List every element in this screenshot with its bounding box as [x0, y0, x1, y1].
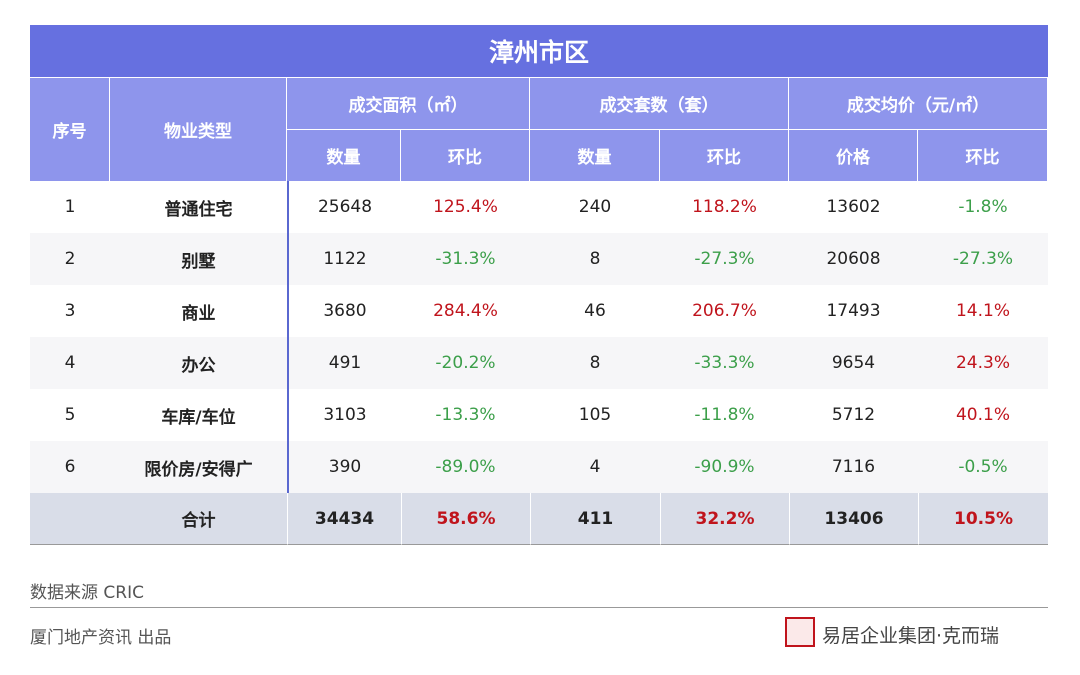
total-cell: 58.6% [401, 493, 530, 545]
table-cell: 普通住宅 [110, 181, 287, 233]
table-cell: 206.7% [660, 285, 789, 337]
table-cell: 125.4% [401, 181, 530, 233]
table-cell: 6 [30, 441, 110, 493]
total-cell: 34434 [287, 493, 401, 545]
table: 漳州市区 序号 物业类型 成交面积（㎡） 成交套数（套） 成交均价（元/㎡） 数量 环比 数量… [30, 25, 1048, 545]
table-cell: 3103 [287, 389, 401, 441]
total-cell: 411 [530, 493, 660, 545]
table-body: 序号 物业类型 成交面积（㎡） 成交套数（套） 成交均价（元/㎡） 数量 环比 数量 环比 价格环… [30, 77, 1048, 545]
table-cell: 5 [30, 389, 110, 441]
table-cell: 13602 [789, 181, 918, 233]
total-cell: 合计 [110, 493, 287, 545]
table-cell: 284.4% [401, 285, 530, 337]
total-cell [30, 493, 110, 545]
table-cell: 3 [30, 285, 110, 337]
table-cell: 3680 [287, 285, 401, 337]
table-cell: 240 [530, 181, 660, 233]
table-cell: 办公 [110, 337, 287, 389]
table-cell: -33.3% [660, 337, 789, 389]
table-cell: -90.9% [660, 441, 789, 493]
table-cell: 46 [530, 285, 660, 337]
subheader-cell: 环比 [660, 129, 789, 181]
subheader-cell: 数量 [530, 129, 660, 181]
table-cell: 7116 [789, 441, 918, 493]
table-cell: 9654 [789, 337, 918, 389]
table-cell: 限价房/安得广 [110, 441, 287, 493]
total-cell: 13406 [789, 493, 918, 545]
table-cell: -31.3% [401, 233, 530, 285]
table-cell: 车库/车位 [110, 389, 287, 441]
table-cell: 别墅 [110, 233, 287, 285]
total-cell: 32.2% [660, 493, 789, 545]
table-cell: 5712 [789, 389, 918, 441]
table-cell: 491 [287, 337, 401, 389]
subheader-cell: 数量 [287, 129, 401, 181]
table-cell: 8 [530, 337, 660, 389]
subheader-cell: 环比 [918, 129, 1048, 181]
table-cell: 25648 [287, 181, 401, 233]
header-cell: 物业类型 [110, 77, 287, 181]
table-title: 漳州市区 [30, 25, 1048, 77]
table-cell: 17493 [789, 285, 918, 337]
table-cell: 14.1% [918, 285, 1048, 337]
table-cell: 118.2% [660, 181, 789, 233]
separator [30, 607, 1048, 608]
table-cell: 24.3% [918, 337, 1048, 389]
table-cell: 1122 [287, 233, 401, 285]
table-cell: -11.8% [660, 389, 789, 441]
table-cell: 105 [530, 389, 660, 441]
brand-logo [785, 617, 815, 647]
table-cell: 20608 [789, 233, 918, 285]
table-cell: 商业 [110, 285, 287, 337]
table-cell: 1 [30, 181, 110, 233]
table-cell: -27.3% [660, 233, 789, 285]
table-cell: 390 [287, 441, 401, 493]
table-cell: 4 [530, 441, 660, 493]
table-cell: -27.3% [918, 233, 1048, 285]
header-cell: 成交套数（套） [530, 77, 789, 129]
brand: 易居企业集团·克而瑞 [822, 625, 1000, 647]
header-cell: 成交均价（元/㎡） [789, 77, 1048, 129]
table-cell: -89.0% [401, 441, 530, 493]
table-cell: -1.8% [918, 181, 1048, 233]
subheader-cell: 环比 [401, 129, 530, 181]
source: 数据来源 CRIC [30, 583, 144, 603]
credit: 厦门地产资讯 出品 [30, 628, 172, 648]
table-cell: 4 [30, 337, 110, 389]
subheader-cell: 价格 [789, 129, 918, 181]
table-cell: 8 [530, 233, 660, 285]
table-cell: -20.2% [401, 337, 530, 389]
table-cell: -13.3% [401, 389, 530, 441]
header-cell: 成交面积（㎡） [287, 77, 530, 129]
header-cell: 序号 [30, 77, 110, 181]
total-cell: 10.5% [918, 493, 1048, 545]
table-cell: -0.5% [918, 441, 1048, 493]
table-cell: 40.1% [918, 389, 1048, 441]
table-cell: 2 [30, 233, 110, 285]
